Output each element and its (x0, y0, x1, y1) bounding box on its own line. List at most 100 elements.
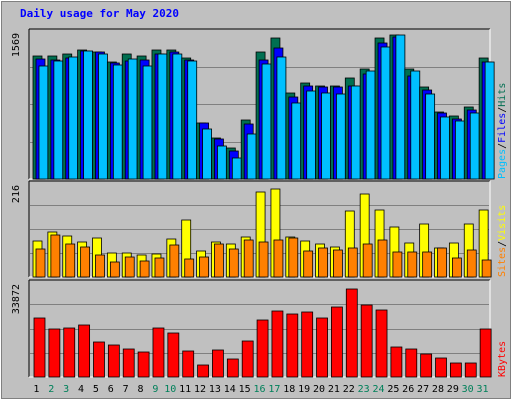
y-max-label-hits: 1569 (11, 33, 22, 57)
bar-sites-day-24 (377, 239, 388, 278)
day-label-14: 14 (224, 384, 236, 395)
bar-sites-day-28 (437, 247, 447, 278)
bar-sites-day-26 (407, 251, 418, 278)
bar-pages-day-26 (410, 70, 421, 180)
legend-kbytes: KBytes (497, 341, 508, 377)
bar-pages-day-16 (261, 63, 272, 180)
bar-sites-day-31 (481, 259, 492, 278)
day-label-29: 29 (447, 384, 459, 395)
bar-kbytes-day-1 (33, 317, 46, 378)
day-label-28: 28 (432, 384, 444, 395)
bar-pages-day-17 (276, 56, 287, 180)
bar-kbytes-day-10 (167, 332, 180, 378)
day-label-22: 22 (343, 384, 355, 395)
y-max-label-visits: 216 (11, 185, 22, 203)
bar-pages-day-14 (231, 157, 242, 180)
bar-kbytes-day-20 (316, 317, 328, 378)
panel-visits: 216 Sites/Visits (11, 180, 508, 278)
day-label-19: 19 (298, 384, 310, 395)
day-label-6: 6 (108, 384, 114, 395)
day-label-24: 24 (372, 384, 384, 395)
day-label-11: 11 (179, 384, 191, 395)
day-label-26: 26 (402, 384, 414, 395)
bar-pages-day-2 (53, 60, 64, 180)
bar-kbytes-day-22 (345, 288, 358, 378)
bar-kbytes-day-9 (152, 327, 165, 378)
bar-kbytes-day-11 (182, 350, 195, 378)
bar-pages-day-30 (469, 112, 480, 180)
bar-kbytes-day-14 (226, 358, 239, 378)
legend-separator: / (497, 143, 508, 149)
bar-pages-day-5 (98, 53, 108, 180)
bar-kbytes-day-31 (479, 328, 492, 378)
bar-pages-day-25 (395, 34, 406, 180)
legend-sites: Sites (497, 247, 508, 277)
bar-pages-day-9 (157, 53, 168, 180)
bar-pages-day-22 (350, 85, 361, 180)
bar-kbytes-day-5 (93, 341, 105, 378)
bar-sites-day-23 (362, 243, 373, 278)
day-label-12: 12 (194, 384, 206, 395)
bar-sites-day-2 (50, 234, 61, 278)
day-label-1: 1 (33, 384, 39, 395)
bar-sites-day-27 (422, 251, 433, 278)
bar-sites-day-17 (273, 239, 284, 278)
bar-sites-day-4 (80, 246, 91, 278)
bar-kbytes-day-28 (435, 357, 447, 378)
bar-sites-day-9 (154, 257, 165, 278)
bar-sites-day-16 (258, 241, 269, 278)
bar-kbytes-day-24 (375, 309, 388, 378)
bar-kbytes-day-8 (137, 351, 150, 378)
bar-kbytes-day-25 (390, 346, 403, 378)
legend-pages: Pages (497, 149, 508, 179)
bar-kbytes-day-2 (48, 328, 61, 378)
day-label-3: 3 (63, 384, 69, 395)
day-label-10: 10 (164, 384, 176, 395)
day-label-4: 4 (78, 384, 84, 395)
bar-pages-day-11 (187, 60, 198, 180)
day-label-7: 7 (123, 384, 129, 395)
day-label-15: 15 (239, 384, 251, 395)
bar-sites-day-14 (228, 248, 239, 278)
legend-separator: / (497, 241, 508, 247)
bar-kbytes-day-19 (301, 311, 314, 378)
bar-pages-day-13 (217, 145, 227, 180)
day-label-5: 5 (93, 384, 99, 395)
bar-pages-day-1 (38, 65, 49, 180)
day-label-18: 18 (283, 384, 295, 395)
panel-kbytes: 33872 KBytes (11, 279, 508, 378)
bar-pages-day-10 (172, 53, 183, 180)
day-label-8: 8 (138, 384, 144, 395)
bar-sites-day-15 (243, 239, 254, 278)
bar-sites-day-21 (333, 249, 343, 278)
day-label-23: 23 (358, 384, 370, 395)
bar-pages-day-27 (425, 93, 436, 180)
bar-kbytes-day-15 (241, 340, 254, 378)
bar-pages-day-19 (306, 90, 317, 180)
bar-pages-day-7 (127, 58, 138, 180)
bar-sites-day-12 (199, 256, 209, 278)
day-label-25: 25 (387, 384, 399, 395)
bar-sites-day-20 (318, 247, 328, 278)
bar-pages-day-23 (365, 70, 376, 180)
bar-pages-day-8 (142, 65, 153, 180)
legend-files: Files (497, 113, 508, 143)
bar-sites-day-6 (109, 261, 120, 278)
right-legend-visits: Sites/Visits (497, 205, 508, 277)
bar-pages-day-24 (380, 46, 391, 180)
bar-kbytes-day-26 (405, 348, 418, 378)
bar-sites-day-11 (184, 258, 195, 278)
bar-pages-day-4 (83, 50, 94, 180)
bar-kbytes-day-3 (63, 327, 76, 378)
bar-pages-day-6 (112, 64, 123, 180)
right-legend-hits: Pages/Files/Hits (497, 83, 508, 179)
legend-hits: Hits (497, 83, 508, 107)
bar-sites-day-7 (124, 256, 135, 278)
chart-title: Daily usage for May 2020 (20, 7, 179, 20)
bar-pages-day-18 (291, 102, 302, 180)
bar-pages-day-15 (246, 133, 257, 180)
day-label-16: 16 (253, 384, 265, 395)
x-axis-day-labels: 1 2 3 4 5 6 7 8 9 10 11 12 13 14 15 16 17 18 19 20 21 22 23 24 2… (33, 384, 488, 395)
